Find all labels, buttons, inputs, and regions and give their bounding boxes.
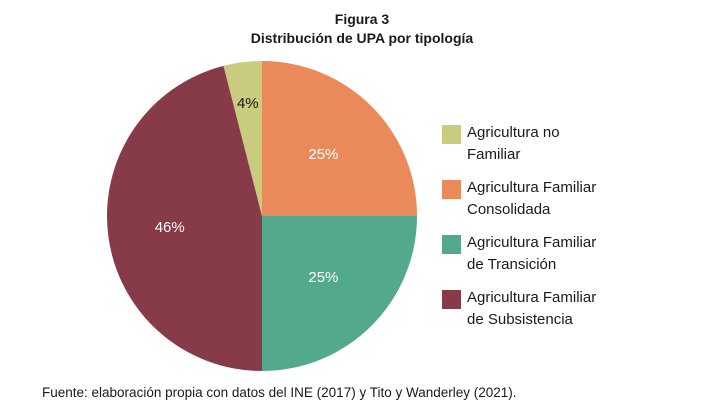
legend-swatch bbox=[442, 180, 461, 199]
pie-slice-no-familiar bbox=[223, 61, 262, 216]
legend-swatch bbox=[442, 290, 461, 309]
pie-label-consolidada: 25% bbox=[308, 146, 338, 163]
pie-slice-consolidada bbox=[262, 61, 417, 216]
legend-label: Agricultura Familiar Consolidada bbox=[467, 179, 597, 218]
pie-label-no-familiar: 4% bbox=[237, 95, 259, 112]
chart-legend: Agricultura no Familiar Agricultura Famil… bbox=[442, 122, 712, 342]
legend-swatch bbox=[442, 235, 461, 254]
figure-header: Figura 3 Distribución de UPA por tipolog… bbox=[0, 10, 724, 48]
legend-item-subsistencia: Agricultura Familiar de Subsistencia bbox=[442, 287, 712, 342]
legend-item-transicion: Agricultura Familiar de Transición bbox=[442, 232, 712, 287]
pie-label-transicion: 25% bbox=[308, 269, 338, 286]
source-note: Fuente: elaboración propia con datos del… bbox=[42, 385, 517, 400]
pie-slice-transicion bbox=[262, 216, 417, 371]
pie-label-subsistencia: 46% bbox=[155, 219, 185, 236]
pie-slice-subsistencia bbox=[107, 65, 262, 371]
legend-item-consolidada: Agricultura Familiar Consolidada bbox=[442, 177, 712, 232]
legend-label: Agricultura no Familiar bbox=[467, 124, 560, 163]
legend-item-no-familiar: Agricultura no Familiar bbox=[442, 122, 712, 177]
legend-swatch bbox=[442, 125, 461, 144]
figure-number: Figura 3 bbox=[334, 11, 390, 27]
legend-label: Agricultura Familiar de Transición bbox=[467, 234, 597, 273]
legend-label: Agricultura Familiar de Subsistencia bbox=[467, 289, 597, 328]
chart-title: Distribución de UPA por tipología bbox=[250, 30, 474, 46]
